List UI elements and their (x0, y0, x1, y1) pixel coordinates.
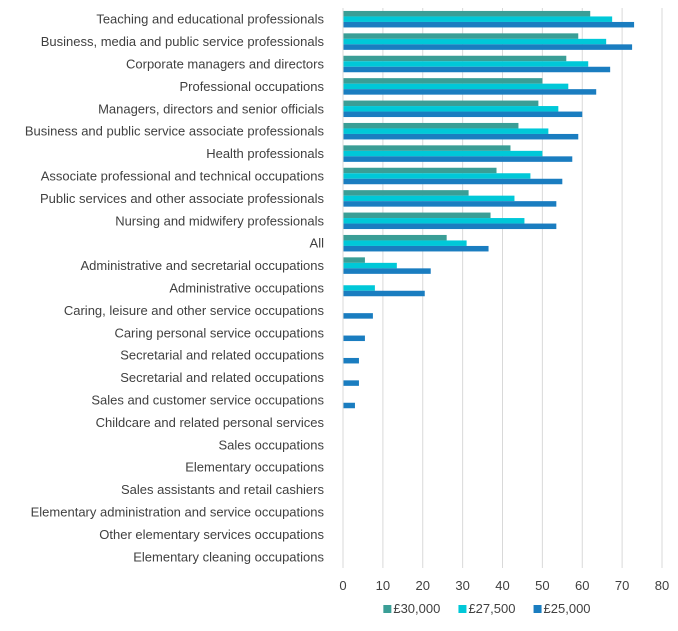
x-tick-label: 30 (455, 578, 469, 593)
bar (343, 268, 431, 274)
bar (343, 133, 579, 140)
category-label: Elementary occupations (185, 460, 324, 475)
bar (343, 290, 425, 297)
category-label: Childcare and related personal services (96, 415, 325, 430)
bar (343, 83, 569, 90)
category-label: Administrative and secretarial occupatio… (80, 258, 324, 273)
legend: £30,000 £27,500 £25,000 (383, 601, 591, 616)
category-label: Other elementary services occupations (99, 527, 324, 542)
bar (343, 335, 365, 342)
bar (343, 167, 497, 174)
category-label: Business and public service associate pr… (25, 124, 325, 139)
x-tick-label: 50 (535, 578, 549, 593)
bar (343, 111, 583, 118)
bar (343, 55, 567, 62)
category-label: Elementary cleaning occupations (133, 549, 324, 564)
legend-swatch (458, 605, 467, 613)
legend-swatch (383, 605, 392, 613)
category-label: Sales assistants and retail cashiers (121, 482, 325, 497)
category-label: Caring, leisure and other service occupa… (64, 303, 325, 318)
bar (343, 78, 543, 84)
category-label: Elementary administration and service oc… (31, 505, 325, 520)
x-tick-label: 60 (575, 578, 589, 593)
bar (343, 218, 525, 224)
bar (343, 313, 373, 319)
bar (343, 122, 519, 129)
x-tick-label: 40 (495, 578, 509, 593)
bar (343, 21, 635, 28)
bar (343, 212, 491, 219)
x-tick-label: 20 (416, 578, 430, 593)
category-label: Caring personal service occupations (114, 325, 324, 340)
bar (343, 357, 359, 364)
x-tick-label: 10 (376, 578, 390, 593)
category-labels: Teaching and educational professionals Bu… (25, 12, 325, 565)
bar (343, 128, 549, 134)
category-label: Administrative occupations (169, 281, 324, 296)
category-label: Health professionals (206, 146, 324, 161)
x-tick-label: 70 (615, 578, 629, 593)
category-label: Sales and customer service occupations (91, 393, 324, 408)
bar (343, 38, 607, 45)
legend-swatch (533, 605, 542, 613)
bar (343, 145, 511, 151)
category-label: Teaching and educational professionals (96, 12, 324, 27)
bar (343, 106, 559, 112)
category-label: Managers, directors and senior officials (98, 101, 324, 116)
bar (343, 44, 633, 50)
bar (343, 195, 515, 202)
bar (343, 380, 359, 386)
bar (343, 201, 557, 207)
legend-label: £25,000 (544, 601, 591, 616)
bar (343, 245, 489, 252)
category-label: Corporate managers and directors (126, 57, 324, 72)
bar (343, 16, 613, 22)
category-label: Secretarial and related occupations (120, 348, 324, 363)
bar (343, 156, 573, 162)
bars (343, 10, 635, 409)
category-label: Public services and other associate prof… (40, 191, 324, 206)
bar (343, 100, 539, 107)
category-label: Business, media and public service profe… (41, 34, 325, 49)
bar (343, 178, 563, 185)
x-tick-label: 0 (339, 578, 346, 593)
category-label: Secretarial and related occupations (120, 370, 324, 385)
bar (343, 66, 611, 73)
x-tick-labels: 0 10 20 30 40 50 60 70 80 (339, 578, 669, 593)
category-label: Associate professional and technical occ… (41, 169, 325, 184)
bar (343, 234, 447, 241)
x-tick-label: 80 (655, 578, 669, 593)
bar (343, 61, 589, 67)
category-label: Professional occupations (179, 79, 324, 94)
category-label: All (310, 236, 325, 251)
category-label: Sales occupations (218, 437, 324, 452)
bar (343, 257, 365, 263)
bar (343, 173, 531, 179)
bar (343, 402, 355, 409)
bar (343, 33, 579, 39)
bar (343, 223, 557, 230)
bar (343, 285, 375, 291)
bar (343, 240, 467, 246)
bar (343, 262, 397, 269)
legend-label: £27,500 (468, 601, 515, 616)
bar (343, 10, 591, 17)
category-label: Nursing and midwifery professionals (115, 213, 324, 228)
bar (343, 89, 597, 95)
bar (343, 190, 469, 196)
bar (343, 150, 543, 157)
legend-label: £30,000 (393, 601, 440, 616)
